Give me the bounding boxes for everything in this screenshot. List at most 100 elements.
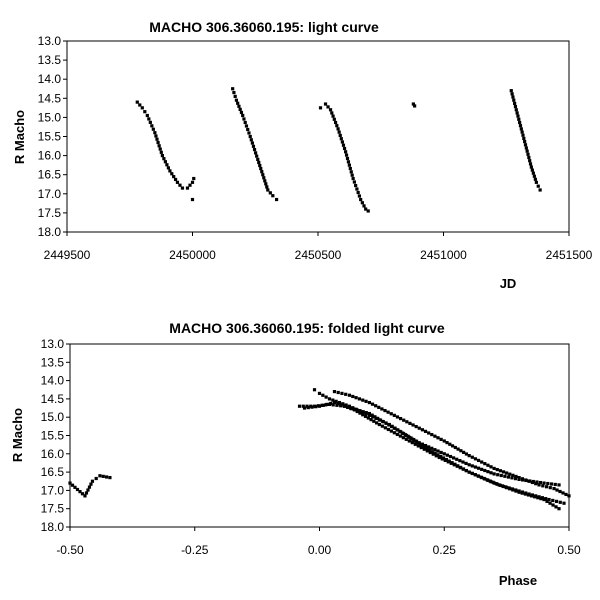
data-point bbox=[252, 147, 257, 152]
data-point bbox=[377, 422, 381, 427]
data-point bbox=[422, 447, 426, 451]
x-tick-labels: 2449500 2450000 2450500 2451000 2451500 bbox=[44, 232, 593, 262]
data-point bbox=[521, 133, 525, 137]
data-point bbox=[340, 391, 344, 396]
data-point bbox=[360, 201, 364, 205]
data-point bbox=[436, 436, 440, 440]
data-point bbox=[256, 157, 260, 162]
data-point bbox=[430, 446, 434, 450]
data-point bbox=[554, 505, 558, 509]
data-point bbox=[564, 492, 568, 497]
data-point bbox=[143, 110, 147, 114]
y-tick-label: 18.0 bbox=[41, 520, 65, 534]
x-tick-label: -0.25 bbox=[181, 543, 209, 557]
y-tick-label: 17.0 bbox=[41, 483, 65, 497]
y-tick-label: 16.0 bbox=[38, 149, 62, 163]
data-point bbox=[514, 474, 518, 479]
data-point bbox=[508, 472, 512, 476]
data-points bbox=[135, 87, 542, 213]
data-point bbox=[302, 406, 307, 410]
data-point bbox=[486, 470, 490, 474]
data-point bbox=[336, 402, 340, 406]
data-point bbox=[467, 470, 471, 474]
data-point bbox=[489, 480, 493, 484]
data-point bbox=[520, 477, 525, 481]
data-point bbox=[339, 137, 343, 141]
plot-area bbox=[69, 343, 570, 528]
data-point bbox=[344, 150, 348, 154]
data-point bbox=[357, 409, 362, 413]
data-point bbox=[327, 397, 332, 401]
data-point bbox=[523, 143, 528, 147]
data-point bbox=[331, 403, 335, 407]
data-point bbox=[498, 469, 502, 473]
data-point bbox=[357, 397, 362, 401]
data-point bbox=[336, 390, 340, 395]
data-point bbox=[251, 144, 256, 148]
data-point bbox=[470, 464, 474, 468]
data-point bbox=[439, 450, 443, 455]
data-point bbox=[495, 482, 499, 486]
data-point bbox=[257, 160, 261, 165]
data-point bbox=[508, 487, 512, 491]
data-point bbox=[233, 94, 237, 98]
data-point bbox=[377, 405, 381, 409]
data-point bbox=[301, 404, 305, 408]
data-point bbox=[324, 395, 328, 399]
data-point bbox=[489, 471, 493, 475]
data-point bbox=[361, 410, 365, 414]
data-point bbox=[355, 409, 359, 414]
data-point bbox=[73, 485, 77, 489]
data-point bbox=[512, 98, 516, 102]
data-point bbox=[395, 415, 400, 419]
data-point bbox=[341, 402, 345, 406]
data-point bbox=[165, 163, 169, 167]
data-point bbox=[357, 194, 362, 198]
data-point bbox=[462, 450, 466, 454]
data-point bbox=[172, 175, 176, 179]
data-point bbox=[266, 188, 270, 192]
data-point bbox=[499, 473, 503, 478]
y-tick-label: 15.0 bbox=[38, 110, 62, 124]
data-point bbox=[339, 403, 343, 407]
data-point bbox=[392, 431, 396, 435]
data-point bbox=[188, 183, 192, 187]
data-point bbox=[384, 421, 388, 425]
chart-title: MACHO 306.36060.195: light curve bbox=[149, 19, 379, 35]
data-point bbox=[370, 402, 375, 406]
data-point bbox=[192, 176, 196, 181]
data-point bbox=[159, 150, 163, 154]
data-point bbox=[344, 403, 348, 407]
data-point bbox=[352, 180, 356, 184]
data-point bbox=[331, 398, 335, 402]
data-point bbox=[351, 394, 355, 399]
data-point bbox=[518, 124, 523, 128]
data-point bbox=[90, 479, 95, 483]
data-point bbox=[414, 424, 418, 429]
data-point bbox=[501, 484, 506, 489]
data-point bbox=[395, 432, 399, 437]
data-point bbox=[514, 108, 518, 112]
data-point bbox=[533, 495, 537, 499]
data-point bbox=[436, 453, 440, 457]
data-point bbox=[238, 107, 242, 111]
data-point bbox=[330, 111, 334, 115]
data-point bbox=[398, 434, 402, 438]
data-point bbox=[419, 445, 423, 450]
data-point bbox=[335, 124, 339, 128]
data-point bbox=[486, 478, 490, 482]
data-point bbox=[87, 485, 92, 489]
data-point bbox=[341, 143, 346, 147]
data-point bbox=[473, 465, 478, 469]
data-point bbox=[83, 494, 87, 498]
data-point bbox=[492, 481, 496, 485]
data-point bbox=[530, 168, 534, 172]
folded-light-curve-chart: MACHO 306.36060.195: folded light curve … bbox=[10, 320, 581, 588]
data-point bbox=[326, 105, 330, 109]
data-point bbox=[410, 441, 414, 445]
x-axis-label: JD bbox=[500, 276, 517, 291]
data-point bbox=[536, 184, 540, 188]
data-point bbox=[505, 486, 509, 490]
data-point bbox=[135, 100, 139, 104]
